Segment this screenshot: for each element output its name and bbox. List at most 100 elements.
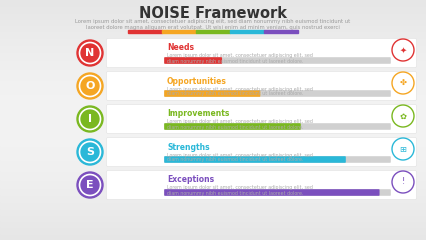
Bar [0,213,426,214]
Bar [0,35,426,36]
Bar [0,232,426,233]
Bar [0,203,426,204]
Text: diam nonummy nibh euismod tincidunt ut laoreet dolore.: diam nonummy nibh euismod tincidunt ut l… [167,59,303,64]
Bar [0,137,426,138]
Bar [0,185,426,186]
Bar [0,29,426,30]
Bar [0,198,426,199]
Bar [0,112,426,113]
Text: Lorem ipsum dolor sit amet, consectetuer adipiscing elit, sed: Lorem ipsum dolor sit amet, consectetuer… [167,120,313,125]
Bar [0,128,426,129]
Bar [0,109,426,110]
Bar [0,228,426,229]
Bar [0,144,426,145]
FancyBboxPatch shape [164,57,391,64]
Text: Needs: Needs [167,43,194,53]
Bar [0,162,426,163]
Bar [0,65,426,66]
Bar [0,4,426,5]
Bar [0,129,426,130]
Bar [0,98,426,99]
FancyBboxPatch shape [106,72,417,101]
Text: ✦: ✦ [400,46,406,54]
Bar [0,117,426,118]
Text: Opportunities: Opportunities [167,77,227,85]
Bar [0,90,426,91]
FancyBboxPatch shape [106,38,417,67]
Bar [0,125,426,126]
Bar [0,166,426,167]
Text: Improvements: Improvements [167,109,229,119]
FancyBboxPatch shape [164,90,260,97]
Bar [0,233,426,234]
Bar [0,91,426,92]
Bar [0,105,426,106]
Bar [0,9,426,10]
Bar [0,96,426,97]
Bar [0,68,426,69]
Text: Exceptions: Exceptions [167,175,214,185]
Bar [0,236,426,237]
Bar [0,20,426,21]
Bar [0,193,426,194]
Text: diam nonummy nibh euismod tincidunt ut laoreet dolore.: diam nonummy nibh euismod tincidunt ut l… [167,125,303,130]
Bar [0,110,426,111]
Bar [0,153,426,154]
Circle shape [77,73,103,99]
Bar [0,238,426,239]
Bar [0,84,426,85]
Text: Lorem ipsum dolor sit amet, consectetuer adipiscing elit, sed: Lorem ipsum dolor sit amet, consectetuer… [167,152,313,157]
Bar [0,22,426,23]
Bar [0,37,426,38]
Bar [0,239,426,240]
Bar [0,31,426,32]
Bar [0,118,426,119]
Bar [0,86,426,87]
Bar [0,57,426,58]
Bar [0,135,426,136]
Bar [0,47,426,48]
Bar [0,60,426,61]
Bar [0,77,426,78]
Bar [0,149,426,150]
Circle shape [77,40,103,66]
Bar [0,67,426,68]
Bar [0,99,426,100]
Bar [0,143,426,144]
Bar [0,10,426,11]
Text: Strengths: Strengths [167,143,210,151]
Bar [0,78,426,79]
Bar [0,140,426,141]
Bar [0,17,426,18]
Bar [0,97,426,98]
Text: Lorem ipsum dolor sit amet, consectetuer adipiscing elit, sed: Lorem ipsum dolor sit amet, consectetuer… [167,86,313,91]
Bar [0,188,426,189]
Bar [0,114,426,115]
Text: diam nonummy nibh euismod tincidunt ut laoreet dolore.: diam nonummy nibh euismod tincidunt ut l… [167,91,303,96]
Bar [0,116,426,117]
Bar [0,195,426,196]
Text: ✤: ✤ [400,78,406,88]
Text: O: O [85,81,95,91]
Bar [0,133,426,134]
Bar [0,61,426,62]
Bar [0,182,426,183]
Bar [0,155,426,156]
Bar [0,172,426,173]
Bar [128,30,162,33]
Bar [0,209,426,210]
Bar [0,219,426,220]
Bar [0,192,426,193]
Bar [0,49,426,50]
Bar [0,210,426,211]
Text: ⊞: ⊞ [400,144,406,154]
Bar [0,101,426,102]
Bar [0,189,426,190]
Circle shape [77,139,103,165]
Bar [0,224,426,225]
FancyBboxPatch shape [164,90,391,97]
Bar [0,157,426,158]
Bar [0,154,426,155]
Bar [0,197,426,198]
Bar [0,15,426,16]
